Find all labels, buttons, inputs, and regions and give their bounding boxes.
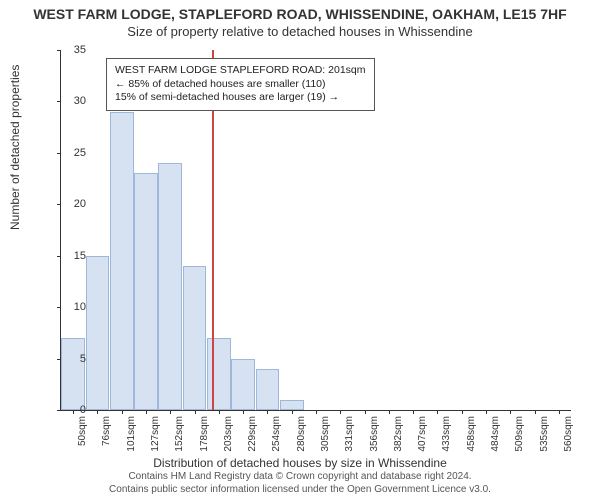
xtick-label: 127sqm	[150, 416, 161, 452]
ytick-mark	[57, 307, 61, 308]
xtick-mark	[219, 410, 220, 414]
ytick-mark	[57, 410, 61, 411]
xtick-label: 509sqm	[514, 416, 525, 452]
xtick-mark	[365, 410, 366, 414]
y-axis-label: Number of detached properties	[8, 65, 22, 230]
annotation-line2: ← 85% of detached houses are smaller (11…	[115, 78, 366, 92]
xtick-label: 76sqm	[101, 416, 112, 446]
xtick-label: 101sqm	[126, 416, 137, 452]
ytick-mark	[57, 256, 61, 257]
bar	[86, 256, 110, 410]
xtick-label: 203sqm	[223, 416, 234, 452]
chart-area: 50sqm76sqm101sqm127sqm152sqm178sqm203sqm…	[60, 50, 570, 410]
plot-region: 50sqm76sqm101sqm127sqm152sqm178sqm203sqm…	[60, 50, 571, 411]
xtick-mark	[146, 410, 147, 414]
xtick-mark	[340, 410, 341, 414]
bar	[231, 359, 255, 410]
attribution-line2: Contains public sector information licen…	[0, 484, 600, 497]
ytick-label: 35	[66, 44, 86, 56]
ytick-label: 15	[66, 250, 86, 262]
xtick-mark	[559, 410, 560, 414]
ytick-label: 5	[66, 353, 86, 365]
xtick-label: 560sqm	[563, 416, 574, 452]
xtick-label: 382sqm	[393, 416, 404, 452]
bar	[183, 266, 207, 410]
xtick-mark	[413, 410, 414, 414]
xtick-label: 535sqm	[539, 416, 550, 452]
bar	[134, 173, 158, 410]
ytick-label: 20	[66, 198, 86, 210]
xtick-mark	[267, 410, 268, 414]
xtick-mark	[437, 410, 438, 414]
xtick-label: 356sqm	[369, 416, 380, 452]
chart-subtitle: Size of property relative to detached ho…	[0, 22, 600, 39]
ytick-mark	[57, 50, 61, 51]
ytick-label: 30	[66, 95, 86, 107]
xtick-mark	[122, 410, 123, 414]
annotation-line1: WEST FARM LODGE STAPLEFORD ROAD: 201sqm	[115, 64, 366, 78]
chart-container: WEST FARM LODGE, STAPLEFORD ROAD, WHISSE…	[0, 0, 600, 500]
xtick-mark	[389, 410, 390, 414]
attribution-line1: Contains HM Land Registry data © Crown c…	[0, 471, 600, 484]
ytick-mark	[57, 153, 61, 154]
xtick-mark	[243, 410, 244, 414]
attribution: Contains HM Land Registry data © Crown c…	[0, 471, 600, 496]
xtick-mark	[486, 410, 487, 414]
xtick-mark	[170, 410, 171, 414]
ytick-mark	[57, 204, 61, 205]
xtick-mark	[292, 410, 293, 414]
xtick-label: 407sqm	[417, 416, 428, 452]
xtick-label: 152sqm	[174, 416, 185, 452]
bar	[207, 338, 231, 410]
ytick-label: 25	[66, 147, 86, 159]
bar	[110, 112, 134, 410]
annotation-box: WEST FARM LODGE STAPLEFORD ROAD: 201sqm←…	[106, 58, 375, 111]
xtick-mark	[535, 410, 536, 414]
xtick-mark	[510, 410, 511, 414]
x-axis-label: Distribution of detached houses by size …	[0, 456, 600, 470]
xtick-label: 280sqm	[296, 416, 307, 452]
ytick-mark	[57, 101, 61, 102]
chart-title: WEST FARM LODGE, STAPLEFORD ROAD, WHISSE…	[0, 0, 600, 22]
xtick-label: 458sqm	[466, 416, 477, 452]
bar	[158, 163, 182, 410]
ytick-label: 0	[66, 404, 86, 416]
xtick-label: 50sqm	[77, 416, 88, 446]
xtick-mark	[462, 410, 463, 414]
bar	[256, 369, 280, 410]
annotation-line3: 15% of semi-detached houses are larger (…	[115, 91, 366, 105]
xtick-label: 254sqm	[271, 416, 282, 452]
xtick-mark	[97, 410, 98, 414]
bar	[61, 338, 85, 410]
xtick-label: 433sqm	[441, 416, 452, 452]
xtick-label: 484sqm	[490, 416, 501, 452]
xtick-label: 331sqm	[344, 416, 355, 452]
bar	[280, 400, 304, 410]
ytick-label: 10	[66, 301, 86, 313]
xtick-label: 178sqm	[199, 416, 210, 452]
xtick-mark	[195, 410, 196, 414]
xtick-label: 229sqm	[247, 416, 258, 452]
xtick-label: 305sqm	[320, 416, 331, 452]
xtick-mark	[316, 410, 317, 414]
